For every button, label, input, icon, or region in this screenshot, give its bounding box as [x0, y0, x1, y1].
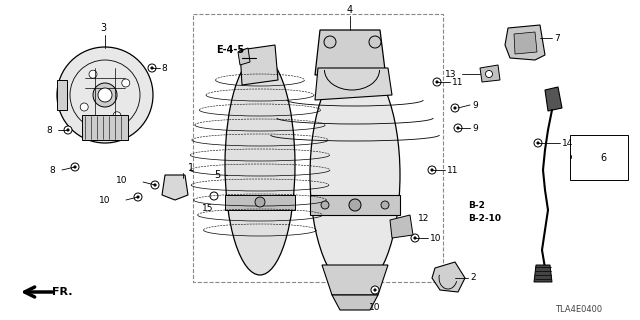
- Polygon shape: [315, 68, 392, 100]
- Circle shape: [64, 126, 72, 134]
- Text: 10: 10: [430, 234, 442, 243]
- Circle shape: [457, 127, 460, 129]
- Polygon shape: [240, 45, 278, 85]
- Text: 11: 11: [447, 165, 458, 174]
- Text: 10: 10: [115, 175, 127, 185]
- Polygon shape: [480, 65, 500, 82]
- Text: 3: 3: [100, 23, 106, 33]
- Polygon shape: [505, 25, 545, 60]
- Ellipse shape: [225, 55, 295, 275]
- Circle shape: [89, 70, 97, 78]
- Circle shape: [520, 37, 530, 47]
- Polygon shape: [57, 80, 67, 110]
- Polygon shape: [82, 115, 128, 140]
- Circle shape: [371, 286, 379, 294]
- Polygon shape: [162, 175, 188, 200]
- Text: 15: 15: [202, 204, 214, 212]
- Text: 2: 2: [470, 274, 476, 283]
- Polygon shape: [432, 262, 465, 292]
- Polygon shape: [315, 30, 385, 75]
- Circle shape: [454, 124, 462, 132]
- Circle shape: [374, 289, 376, 291]
- Polygon shape: [390, 215, 413, 238]
- Text: B-2: B-2: [468, 201, 485, 210]
- Circle shape: [93, 83, 117, 107]
- Circle shape: [534, 139, 542, 147]
- Text: 7: 7: [554, 34, 560, 43]
- Polygon shape: [545, 87, 562, 111]
- Circle shape: [381, 201, 389, 209]
- Bar: [193, 14, 443, 282]
- Circle shape: [431, 169, 433, 171]
- Circle shape: [537, 142, 540, 144]
- Circle shape: [148, 64, 156, 72]
- Text: E-4-5: E-4-5: [216, 45, 244, 55]
- Circle shape: [151, 67, 153, 69]
- Text: 14: 14: [562, 139, 573, 148]
- Circle shape: [210, 192, 218, 200]
- Text: 5: 5: [214, 170, 220, 180]
- Circle shape: [57, 47, 153, 143]
- Circle shape: [137, 196, 140, 198]
- Polygon shape: [322, 265, 388, 295]
- Polygon shape: [332, 295, 378, 310]
- Circle shape: [436, 81, 438, 83]
- Circle shape: [98, 88, 112, 102]
- Text: 6: 6: [600, 153, 606, 163]
- Text: 4: 4: [347, 5, 353, 15]
- Text: 8: 8: [49, 165, 55, 174]
- Circle shape: [122, 79, 130, 87]
- Circle shape: [134, 193, 142, 201]
- Polygon shape: [310, 195, 400, 215]
- Text: 8: 8: [46, 125, 52, 134]
- Circle shape: [67, 129, 69, 131]
- Text: 9: 9: [472, 124, 477, 132]
- Text: 10: 10: [99, 196, 110, 204]
- Circle shape: [428, 166, 436, 174]
- Text: 10: 10: [369, 303, 381, 313]
- Circle shape: [74, 166, 76, 168]
- Text: 11: 11: [452, 77, 463, 86]
- Circle shape: [80, 103, 88, 111]
- Circle shape: [113, 112, 121, 120]
- Text: TLA4E0400: TLA4E0400: [555, 306, 602, 315]
- Circle shape: [486, 70, 493, 77]
- Polygon shape: [225, 195, 295, 210]
- Polygon shape: [534, 265, 552, 282]
- Ellipse shape: [310, 60, 400, 290]
- Circle shape: [451, 104, 459, 112]
- Polygon shape: [514, 32, 537, 54]
- Polygon shape: [238, 48, 250, 65]
- Text: B-2-10: B-2-10: [468, 213, 501, 222]
- Bar: [570, 135, 628, 180]
- Circle shape: [454, 107, 456, 109]
- Text: 8: 8: [161, 63, 167, 73]
- Circle shape: [324, 36, 336, 48]
- Circle shape: [154, 184, 156, 186]
- Circle shape: [411, 234, 419, 242]
- Text: 12: 12: [418, 213, 429, 222]
- Circle shape: [321, 201, 329, 209]
- Circle shape: [255, 197, 265, 207]
- Text: 9: 9: [472, 100, 477, 109]
- Text: 13: 13: [445, 69, 456, 78]
- Text: 1: 1: [188, 163, 194, 173]
- Circle shape: [433, 78, 441, 86]
- Circle shape: [414, 237, 416, 239]
- Circle shape: [71, 163, 79, 171]
- Circle shape: [151, 181, 159, 189]
- Circle shape: [369, 36, 381, 48]
- Text: FR.: FR.: [52, 287, 72, 297]
- Circle shape: [349, 199, 361, 211]
